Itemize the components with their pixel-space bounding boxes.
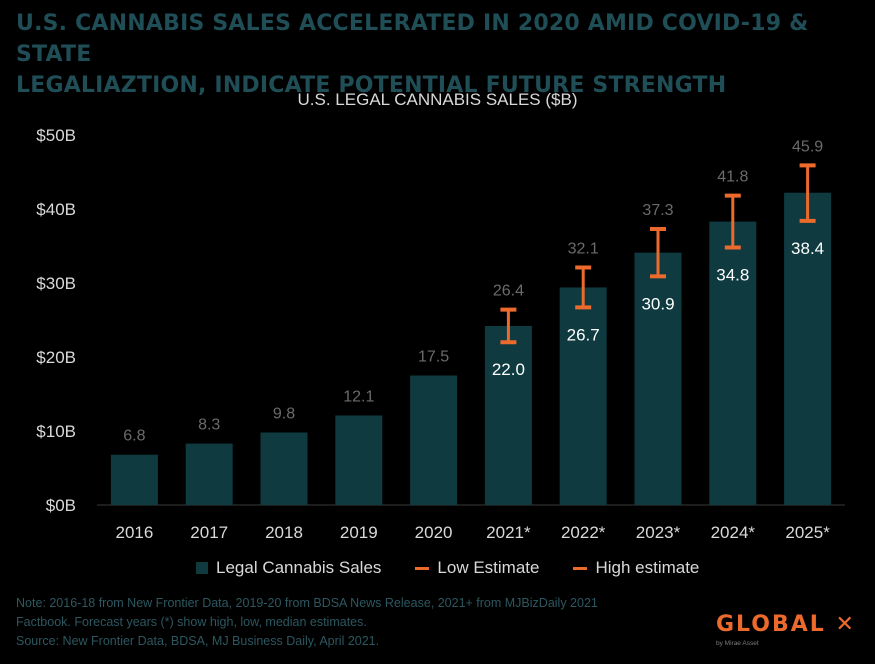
y-tick-label: $10B bbox=[36, 422, 76, 441]
value-label-above: 17.5 bbox=[418, 349, 449, 366]
value-label-above: 8.3 bbox=[198, 417, 220, 434]
value-label-above: 45.9 bbox=[792, 138, 823, 155]
value-label-above: 26.4 bbox=[493, 283, 524, 300]
x-tick-label: 2016 bbox=[115, 523, 153, 542]
bar-2016 bbox=[110, 454, 158, 505]
legend-label-high: High estimate bbox=[595, 558, 700, 577]
x-tick-label: 2023* bbox=[636, 523, 681, 542]
y-tick-label: $40B bbox=[36, 200, 76, 219]
value-label-inside: 26.7 bbox=[567, 325, 600, 344]
footnote-line: Factbook. Forecast years (*) show high, … bbox=[16, 615, 367, 629]
value-label-above: 6.8 bbox=[123, 428, 145, 445]
legend-item-low: Low Estimate bbox=[415, 558, 539, 578]
y-tick-label: $0B bbox=[46, 496, 76, 515]
bar-2018 bbox=[260, 432, 308, 505]
y-tick-label: $20B bbox=[36, 348, 76, 367]
value-label-inside: 22.0 bbox=[492, 360, 525, 379]
legend-label-low: Low Estimate bbox=[437, 558, 540, 577]
x-tick-label: 2019 bbox=[340, 523, 378, 542]
chart-title: U.S. LEGAL CANNABIS SALES ($B) bbox=[297, 90, 578, 109]
x-tick-label: 2021* bbox=[486, 523, 531, 542]
legend-item-sales: Legal Cannabis Sales bbox=[196, 558, 381, 578]
y-tick-label: $30B bbox=[36, 274, 76, 293]
x-tick-label: 2017 bbox=[190, 523, 228, 542]
legend-swatch-sales bbox=[196, 562, 208, 574]
main-title: U.S. CANNABIS SALES ACCELERATED IN 2020 … bbox=[16, 8, 866, 101]
bar-2019 bbox=[335, 415, 383, 505]
bar-2022-forecast bbox=[559, 287, 607, 505]
x-tick-label: 2022* bbox=[561, 523, 606, 542]
logo-tagline: by Mirae Asset bbox=[716, 640, 759, 647]
value-label-inside: 38.4 bbox=[791, 239, 824, 258]
bar-2023-forecast bbox=[634, 252, 682, 505]
bar-2021-forecast bbox=[484, 325, 532, 505]
footnote-line: Source: New Frontier Data, BDSA, MJ Busi… bbox=[16, 634, 380, 648]
bar-2024-forecast bbox=[709, 221, 757, 505]
value-label-above: 12.1 bbox=[343, 388, 374, 405]
legend-swatch-high bbox=[573, 566, 588, 570]
value-label-inside: 34.8 bbox=[716, 265, 749, 284]
legend-label-sales: Legal Cannabis Sales bbox=[216, 558, 382, 577]
main-title-line2: LEGALIAZTION, INDICATE POTENTIAL FUTURE … bbox=[16, 73, 727, 98]
value-label-inside: 30.9 bbox=[641, 294, 674, 313]
bar-2017 bbox=[185, 443, 233, 505]
global-x-logo: GLOBAL ✕ bbox=[716, 612, 856, 637]
x-tick-label: 2025* bbox=[785, 523, 830, 542]
bar-2020 bbox=[410, 375, 458, 505]
footnote: Note: 2016-18 from New Frontier Data, 20… bbox=[16, 594, 696, 651]
main-title-line1: U.S. CANNABIS SALES ACCELERATED IN 2020 … bbox=[16, 11, 809, 67]
x-tick-label: 2020 bbox=[415, 523, 453, 542]
value-label-above: 41.8 bbox=[717, 169, 748, 186]
chart-legend: Legal Cannabis Sales Low Estimate High e… bbox=[196, 558, 699, 578]
value-label-above: 9.8 bbox=[273, 405, 295, 422]
x-tick-label: 2024* bbox=[711, 523, 756, 542]
bar-2025-forecast bbox=[784, 192, 832, 505]
legend-item-high: High estimate bbox=[573, 558, 699, 578]
value-label-above: 32.1 bbox=[568, 240, 599, 257]
footnote-line: Note: 2016-18 from New Frontier Data, 20… bbox=[16, 596, 598, 610]
legend-swatch-low bbox=[415, 566, 430, 570]
value-label-above: 37.3 bbox=[642, 202, 673, 219]
x-tick-label: 2018 bbox=[265, 523, 303, 542]
y-tick-label: $50B bbox=[36, 126, 76, 145]
